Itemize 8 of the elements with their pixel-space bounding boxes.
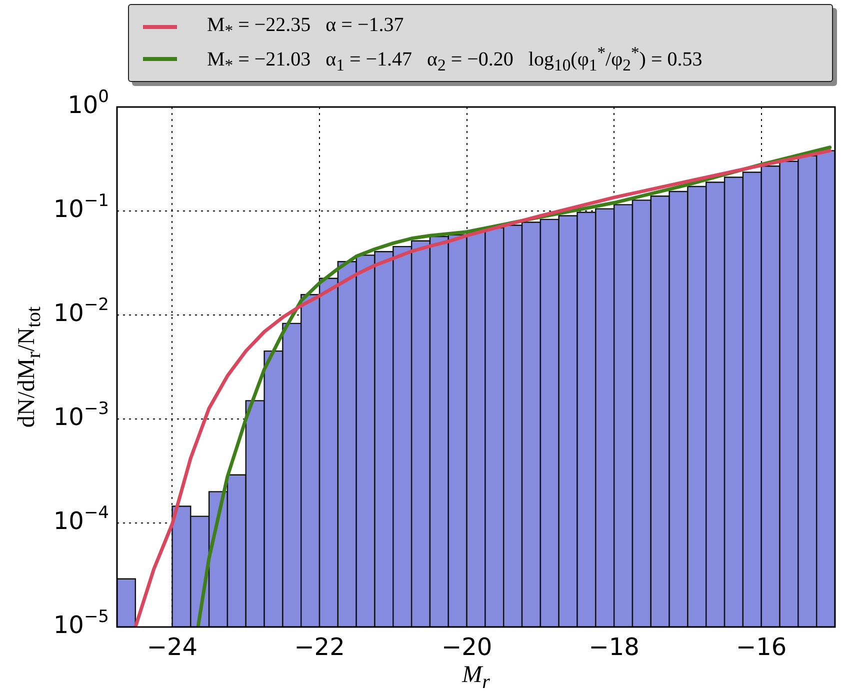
x-tick-label: −20 [441,633,492,662]
x-axis-title: M$_{r}$ [460,662,491,694]
text: M$_{*}$ = −21.03 α$_{1}$ = −1.47 α$_{2}$ = −0.20 log$_{10}$(φ$_{1}$$^{*}$/φ$_{2}$$^{*}$) = 0.53 [207,42,702,74]
x-tick-label: −18 [588,633,640,662]
x-tick-label: −16 [736,633,787,662]
x-tick-label: −22 [294,633,345,662]
x-tick-label: −24 [146,633,198,662]
legend-label: M$_{*}$ = −22.35 α = −1.37 [207,14,404,40]
